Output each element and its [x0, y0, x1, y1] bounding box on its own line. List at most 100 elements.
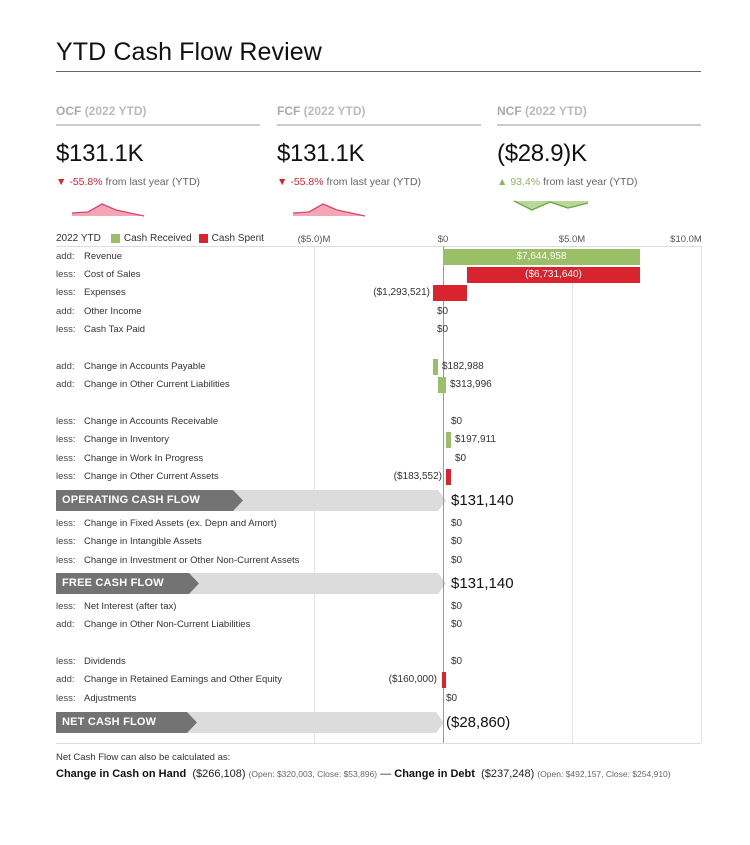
kpi-change: ▲ 93.4% from last year (YTD) — [497, 176, 701, 188]
bar-accounts-payable — [433, 359, 438, 375]
kpi-label: NCF (2022 YTD) — [497, 104, 701, 126]
row-retained-earnings: add: Change in Retained Earnings and Othe… — [56, 674, 283, 685]
total-label: OPERATING CASH FLOW — [62, 494, 201, 506]
kpi-period: (2022 YTD) — [525, 104, 587, 118]
bar-expenses — [433, 285, 467, 301]
bar-value-other-current-assets: ($183,552) — [393, 471, 442, 482]
bar-retained-earnings — [442, 672, 446, 688]
bar-value-work-in-progress: $0 — [455, 453, 467, 464]
kpi-card-fcf: FCF (2022 YTD) $131.1K ▼ -55.8% from las… — [277, 104, 481, 188]
kpi-value: ($28.9)K — [497, 140, 587, 167]
axis-tick: $0 — [437, 234, 449, 245]
bar-value-net-interest: $0 — [451, 601, 463, 612]
debt-label: Change in Debt — [394, 768, 475, 780]
row-dividends: less: Dividends — [56, 656, 126, 667]
footer-calculation: Change in Cash on Hand ($266,108) (Open:… — [56, 768, 671, 780]
kpi-change-suffix: from last year (YTD) — [105, 176, 201, 188]
debt-value: ($237,248) — [481, 768, 535, 780]
total-band-ncf: NET CASH FLOW — [56, 712, 444, 733]
total-value-fcf: $131,140 — [451, 575, 514, 592]
ocf-sparkline — [72, 203, 145, 217]
row-other-non-current-liabilities: add: Change in Other Non-Current Liabilit… — [56, 619, 251, 630]
kpi-change-suffix: from last year (YTD) — [326, 176, 422, 188]
kpi-abbr: FCF — [277, 104, 301, 118]
bar-revenue — [443, 249, 640, 265]
kpi-period: (2022 YTD) — [303, 104, 366, 118]
bar-value-expenses: ($1,293,521) — [373, 287, 430, 298]
row-accounts-payable: add: Change in Accounts Payable — [56, 361, 206, 372]
kpi-change: ▼ -55.8% from last year (YTD) — [277, 176, 481, 188]
kpi-change-percent: 93.4% — [510, 176, 541, 188]
cash-spent-swatch — [198, 234, 208, 243]
bar-value-accounts-receivable: $0 — [451, 416, 463, 427]
bar-value-other-current-liabilities: $313,996 — [450, 379, 492, 390]
total-band-fcf: FREE CASH FLOW — [56, 573, 446, 594]
bar-value-cost-of-sales: ($6,731,640) — [525, 269, 582, 280]
kpi-abbr: OCF — [56, 104, 82, 118]
debt-detail: (Open: $492,157, Close: $254,910) — [537, 769, 671, 779]
kpi-change-suffix: from last year (YTD) — [543, 176, 638, 188]
bar-value-other-income: $0 — [437, 306, 449, 317]
kpi-change-percent: -55.8% — [290, 176, 324, 188]
footer-note: Net Cash Flow can also be calculated as: — [56, 752, 231, 763]
cash-received-swatch — [110, 234, 120, 243]
bar-other-current-assets — [446, 469, 451, 485]
axis-tick: $10.0M — [670, 234, 702, 245]
total-label: NET CASH FLOW — [62, 716, 157, 728]
row-other-income: add: Other Income — [56, 306, 142, 317]
kpi-label: OCF (2022 YTD) — [56, 104, 260, 126]
row-intangible-assets: less: Change in Intangible Assets — [56, 536, 202, 547]
row-revenue: add: Revenue — [56, 251, 123, 262]
gridline — [572, 246, 573, 743]
kpi-change-percent: -55.8% — [69, 176, 103, 188]
kpi-period: (2022 YTD) — [84, 104, 147, 118]
bar-value-intangible-assets: $0 — [451, 536, 463, 547]
down-triangle-icon: ▼ — [56, 176, 67, 188]
legend-spent-label: Cash Spent — [211, 233, 264, 244]
bar-cost-of-sales — [467, 267, 640, 283]
bar-other-current-liabilities — [438, 377, 446, 393]
bar-value-non-current-assets: $0 — [451, 555, 463, 566]
bar-value-fixed-assets: $0 — [451, 518, 463, 529]
total-label: FREE CASH FLOW — [62, 577, 164, 589]
bar-value-inventory: $197,911 — [455, 434, 496, 445]
row-non-current-assets: less: Change in Investment or Other Non-C… — [56, 555, 300, 566]
chart-legend: 2022 YTD Cash Received Cash Spent — [56, 233, 264, 244]
row-inventory: less: Change in Inventory — [56, 434, 170, 445]
title-divider — [56, 71, 701, 72]
bar-inventory — [446, 432, 451, 448]
row-net-interest: less: Net Interest (after tax) — [56, 601, 177, 612]
bar-value-accounts-payable: $182,988 — [442, 361, 484, 372]
axis-tick: ($5.0)M — [297, 234, 331, 245]
row-other-current-assets: less: Change in Other Current Assets — [56, 471, 219, 482]
kpi-card-ncf: NCF (2022 YTD) ($28.9)K ▲ 93.4% from las… — [497, 104, 701, 188]
row-other-current-liabilities: add: Change in Other Current Liabilities — [56, 379, 230, 390]
bar-value-adjustments: $0 — [446, 693, 458, 704]
bar-value-retained-earnings: ($160,000) — [388, 674, 437, 685]
axis-tick: $5.0M — [558, 234, 586, 245]
total-value-ncf: ($28,860) — [446, 714, 511, 731]
fcf-sparkline — [293, 203, 366, 217]
kpi-label: FCF (2022 YTD) — [277, 104, 481, 126]
total-band-ocf: OPERATING CASH FLOW — [56, 490, 446, 511]
zero-line — [443, 246, 444, 743]
legend-received-label: Cash Received — [123, 233, 192, 244]
bar-value-cash-tax-paid: $0 — [437, 324, 449, 335]
row-fixed-assets: less: Change in Fixed Assets (ex. Depn an… — [56, 518, 277, 529]
row-work-in-progress: less: Change in Work In Progress — [56, 453, 204, 464]
row-expenses: less: Expenses — [56, 287, 126, 298]
kpi-abbr: NCF — [497, 104, 522, 118]
gridline — [701, 246, 702, 743]
bar-value-revenue: $7,644,958 — [516, 251, 567, 262]
ncf-sparkline — [514, 200, 589, 211]
cash-on-hand-label: Change in Cash on Hand — [56, 768, 187, 780]
row-accounts-receivable: less: Change in Accounts Receivable — [56, 416, 219, 427]
total-value-ocf: $131,140 — [451, 492, 514, 509]
separator: — — [380, 768, 392, 780]
bar-value-other-non-current-liabilities: $0 — [451, 619, 463, 630]
row-cost-of-sales: less: Cost of Sales — [56, 269, 141, 280]
kpi-change: ▼ -55.8% from last year (YTD) — [56, 176, 260, 188]
axis-line — [56, 246, 701, 247]
chart-bottom-rule — [56, 743, 701, 744]
cash-on-hand-detail: (Open: $320,003, Close: $53,896) — [248, 769, 378, 779]
